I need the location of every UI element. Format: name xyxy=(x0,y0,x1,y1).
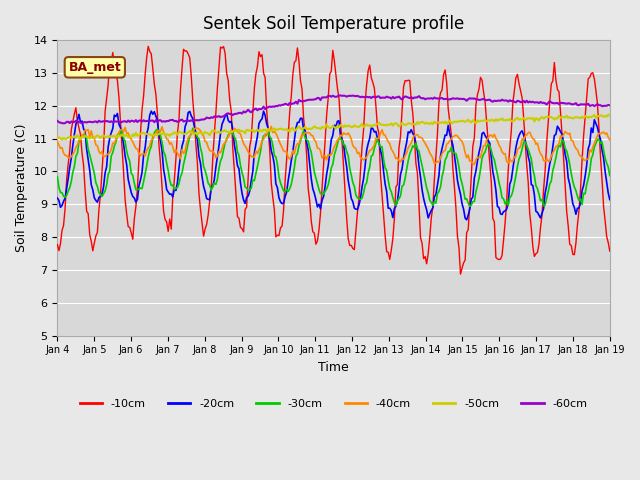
Title: Sentek Soil Temperature profile: Sentek Soil Temperature profile xyxy=(203,15,464,33)
X-axis label: Time: Time xyxy=(318,361,349,374)
Text: BA_met: BA_met xyxy=(68,61,121,74)
Legend: -10cm, -20cm, -30cm, -40cm, -50cm, -60cm: -10cm, -20cm, -30cm, -40cm, -50cm, -60cm xyxy=(75,395,592,413)
Y-axis label: Soil Temperature (C): Soil Temperature (C) xyxy=(15,124,28,252)
